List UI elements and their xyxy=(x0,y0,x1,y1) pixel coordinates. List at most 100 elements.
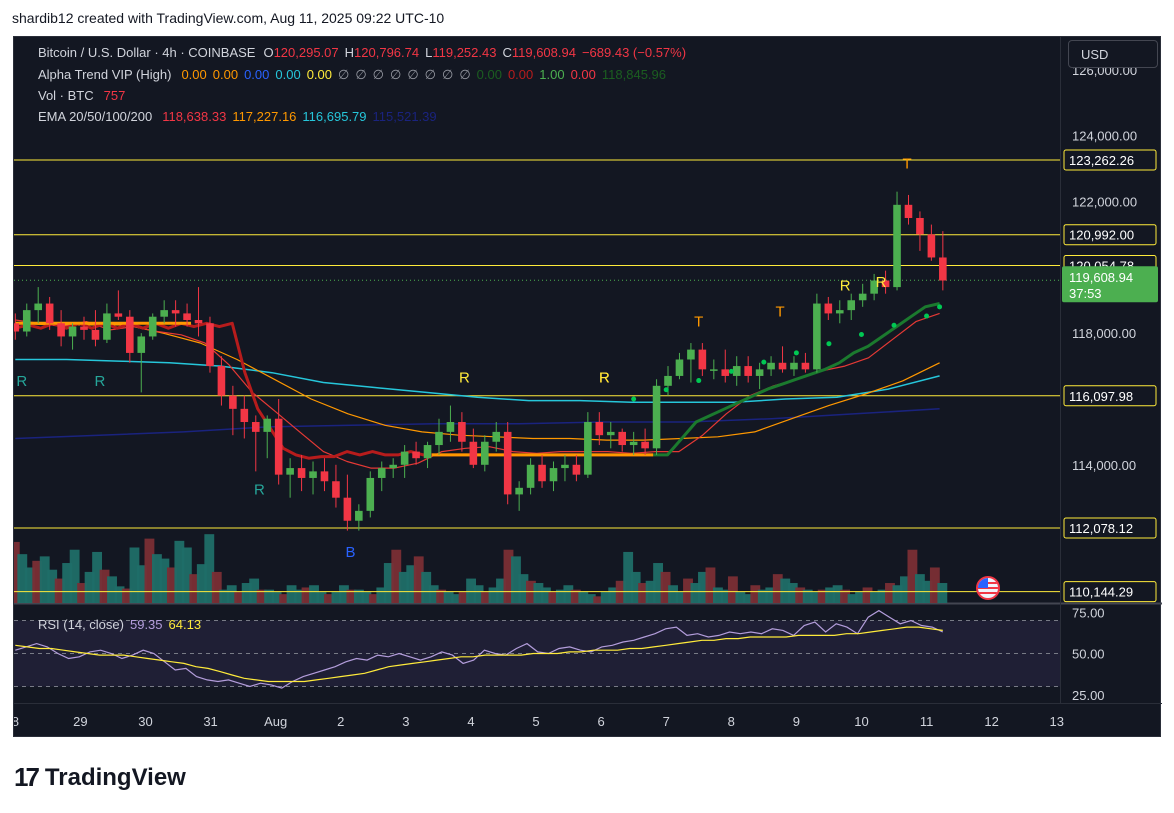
rsi-name[interactable]: RSI (14, close) xyxy=(38,617,124,632)
volume-name[interactable]: Vol · BTC xyxy=(38,88,94,103)
volume-bar xyxy=(69,549,80,603)
trend-dot xyxy=(924,313,930,319)
candle-body xyxy=(629,441,638,446)
time-axis-tick: 5 xyxy=(532,714,539,729)
signal-label-T: T xyxy=(694,314,703,331)
candle-body xyxy=(710,369,718,371)
chart-frame[interactable]: R R R B R R R T T R R T 126,000.00 124,000.00 122,000.… xyxy=(13,36,1162,738)
candle-body xyxy=(824,303,833,314)
candle-body xyxy=(881,280,890,288)
volume-bar xyxy=(795,587,806,603)
candle-body xyxy=(91,329,100,340)
volume-bar xyxy=(623,551,634,603)
trend-dot xyxy=(663,387,669,393)
volume-bar xyxy=(264,589,275,603)
volume-bar xyxy=(279,594,290,603)
candle-body xyxy=(309,471,317,478)
candle-body xyxy=(355,510,363,521)
volume-bar xyxy=(825,587,836,603)
alpha-value-7: ∅ xyxy=(372,67,384,82)
signal-label-R: R xyxy=(16,373,27,390)
candle-body xyxy=(45,303,54,324)
candle-body xyxy=(274,418,283,475)
ema100-line xyxy=(15,358,940,404)
candle-body xyxy=(320,471,329,482)
volume-bar xyxy=(383,563,394,603)
alpha-value-13: 0.00 xyxy=(476,67,502,82)
volume-bar xyxy=(698,571,708,603)
ema100-value: 116,695.79 xyxy=(302,109,367,124)
time-axis-tick: 11 xyxy=(920,714,934,729)
symbol-name[interactable]: Bitcoin / U.S. Dollar · 4h · COINBASE xyxy=(38,45,256,60)
volume-bar xyxy=(391,549,402,603)
volume-bar xyxy=(196,564,207,603)
alpha-trend-name[interactable]: Alpha Trend VIP (High) xyxy=(38,67,172,82)
rsi-axis-tick: 25.00 xyxy=(1072,688,1105,703)
candle-body xyxy=(916,217,924,235)
candle-body xyxy=(526,464,535,488)
volume-bar xyxy=(376,587,387,603)
volume-bar xyxy=(765,587,776,603)
candle-body xyxy=(34,303,43,311)
volume-bar xyxy=(855,591,865,603)
ema-name[interactable]: EMA 20/50/100/200 xyxy=(38,109,153,124)
volume-bar xyxy=(14,541,20,603)
candle-body xyxy=(183,313,191,320)
alpha-value-16: 0.00 xyxy=(570,67,596,82)
us-flag-icon[interactable] xyxy=(976,576,1000,600)
currency-selector[interactable]: USD xyxy=(1068,40,1158,68)
candle-body xyxy=(675,359,684,376)
volume-bar xyxy=(481,591,491,603)
volume-bar xyxy=(750,585,761,603)
high-label: H xyxy=(344,45,355,60)
candle-body xyxy=(126,316,134,353)
volume-bar xyxy=(578,591,589,603)
candle-body xyxy=(641,441,649,449)
alpha-value-5: ∅ xyxy=(338,67,350,82)
volume-bar xyxy=(294,589,304,603)
volume-bar xyxy=(166,567,177,603)
volume-bar xyxy=(862,587,873,603)
volume-bar xyxy=(443,591,454,603)
brand-name: TradingView xyxy=(44,763,186,791)
signal-label-R: R xyxy=(840,277,851,294)
level-label: 120,992.00 xyxy=(1069,228,1134,243)
candle-body xyxy=(217,366,226,396)
volume-bar xyxy=(339,585,349,603)
volume-bar xyxy=(937,583,948,603)
rsi-ma-value: 64.13 xyxy=(168,617,202,632)
candle-body xyxy=(377,468,386,478)
volume-bar xyxy=(675,591,686,603)
candle-body xyxy=(22,310,31,332)
high-value: 120,796.74 xyxy=(354,45,420,60)
volume-bar xyxy=(204,534,215,603)
level-label: 116,097.98 xyxy=(1069,389,1133,404)
candle-body xyxy=(206,323,214,367)
candle-body xyxy=(446,422,455,432)
volume-bar xyxy=(219,589,230,603)
signal-label-T: T xyxy=(776,304,785,321)
signal-label-R: R xyxy=(254,481,265,498)
candle-body xyxy=(458,422,466,442)
volume-bar xyxy=(398,571,409,603)
volume-bar xyxy=(189,574,200,603)
volume-bar xyxy=(787,583,798,603)
candle-body xyxy=(515,487,523,495)
candle-body xyxy=(595,422,604,436)
price-axis-tick: 124,000.00 xyxy=(1072,129,1137,144)
candle-body xyxy=(297,468,306,478)
volume-bar xyxy=(772,574,783,603)
volume-bar xyxy=(488,587,499,603)
tradingview-footer[interactable]: 17 TradingView xyxy=(14,762,186,793)
current-price-label: 119,608.94 xyxy=(1069,270,1133,285)
time-axis-tick: 6 xyxy=(597,714,604,729)
volume-bar xyxy=(840,589,851,603)
signal-label-R: R xyxy=(94,373,105,390)
volume-bar xyxy=(436,589,447,603)
volume-bar xyxy=(653,563,664,603)
candle-body xyxy=(858,293,867,301)
volume-bar xyxy=(727,576,738,603)
time-axis-tick: 29 xyxy=(73,714,87,729)
time-axis-tick: 7 xyxy=(663,714,670,729)
